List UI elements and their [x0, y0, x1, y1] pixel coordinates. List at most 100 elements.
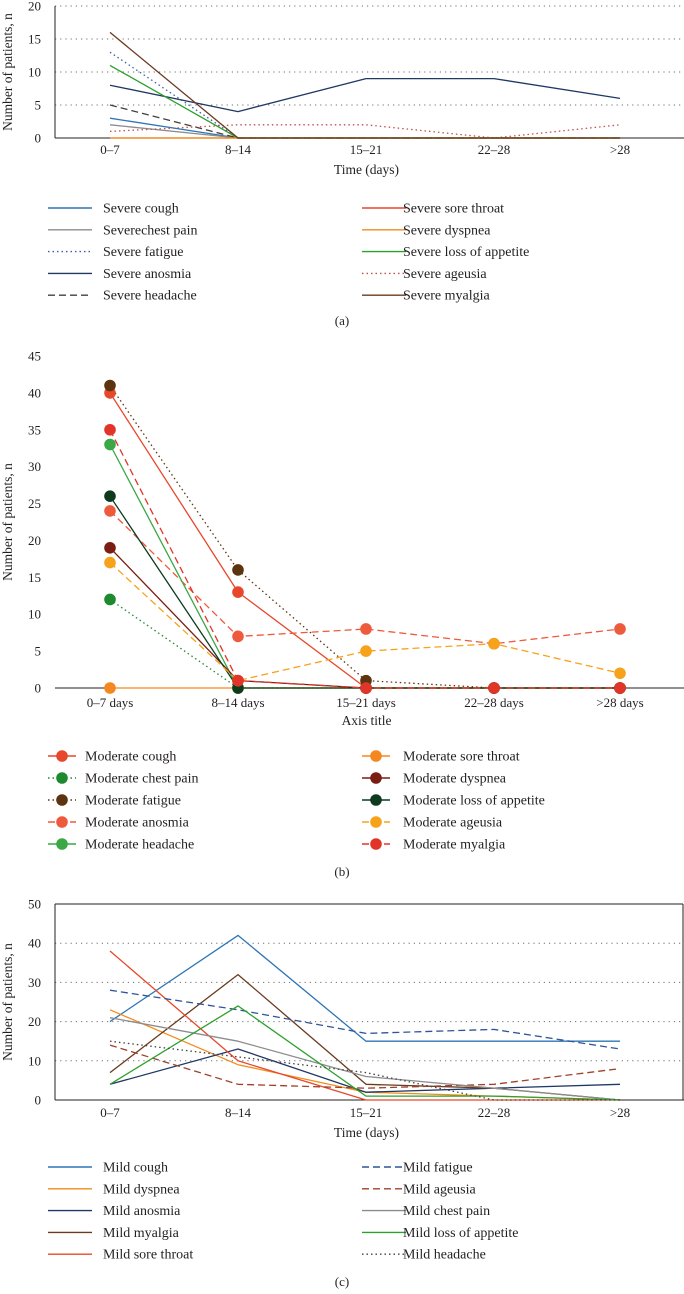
- data-point: [488, 682, 500, 694]
- x-tick-label: >28: [610, 142, 630, 157]
- y-tick-label: 20: [28, 0, 41, 14]
- series-line: [109, 510, 621, 645]
- data-point: [488, 637, 500, 650]
- y-tick-label: 20: [28, 1014, 41, 1029]
- legend-label: Mild fatigue: [403, 1161, 473, 1176]
- legend-label: Mild sore throat: [103, 1248, 193, 1263]
- data-point: [104, 438, 116, 451]
- series-line: [109, 495, 620, 689]
- series-line: [109, 1017, 621, 1101]
- series-line: [109, 31, 620, 139]
- data-point: [360, 623, 372, 635]
- series-line: [109, 598, 620, 689]
- legend-swatch-marker: [370, 772, 382, 784]
- y-tick-label: 45: [28, 349, 41, 364]
- x-tick-label: 22–28: [478, 1105, 511, 1120]
- y-tick-label: 0: [35, 131, 42, 146]
- x-tick-label: 22–28 days: [464, 695, 524, 710]
- y-tick-label: 0: [35, 681, 42, 696]
- legend-label: Severe myalgia: [403, 289, 490, 304]
- series-line: [109, 934, 620, 1042]
- data-point: [614, 623, 626, 635]
- legend-swatch-marker: [56, 772, 68, 784]
- data-point: [232, 674, 244, 687]
- series-line: [109, 385, 620, 689]
- legend-label: Mild headache: [403, 1248, 486, 1263]
- legend-swatch-marker: [56, 838, 68, 850]
- legend-label: Severechest pain: [103, 223, 197, 238]
- x-axis-title: Time (days): [334, 1125, 399, 1140]
- legend-swatch-marker: [370, 838, 382, 850]
- x-tick-label: 15–21 days: [336, 695, 396, 710]
- legend-label: Moderate sore throat: [403, 750, 520, 765]
- y-tick-label: 20: [28, 533, 41, 548]
- x-tick-label: 0–7: [100, 142, 120, 157]
- data-point: [104, 505, 116, 517]
- legend-label: Severe ageusia: [403, 267, 487, 282]
- y-tick-label: 0: [35, 1093, 42, 1108]
- y-tick-label: 10: [28, 607, 41, 622]
- legend-label: Moderate fatigue: [85, 794, 181, 809]
- y-axis-title: Number of patients, n: [0, 13, 15, 131]
- x-tick-label: 8–14: [225, 142, 252, 157]
- legend-label: Moderate dyspnea: [403, 772, 507, 787]
- legend-label: Mild loss of appetite: [403, 1226, 519, 1241]
- y-tick-label: 15: [28, 32, 41, 47]
- y-tick-label: 15: [28, 570, 41, 585]
- y-tick-label: 5: [35, 98, 42, 113]
- panel-label: (c): [335, 1274, 349, 1289]
- legend-swatch-marker: [370, 816, 382, 828]
- legend-label: Mild chest pain: [403, 1204, 490, 1219]
- data-point: [104, 379, 116, 392]
- series-line: [109, 989, 621, 1050]
- y-tick-label: 5: [35, 644, 42, 659]
- data-point: [614, 682, 626, 694]
- data-point: [104, 593, 116, 606]
- legend-label: Severe fatigue: [103, 245, 183, 260]
- x-axis-title: Time (days): [334, 162, 399, 177]
- series-line: [109, 547, 620, 689]
- legend-label: Mild cough: [103, 1161, 168, 1176]
- data-point: [104, 682, 116, 694]
- x-tick-label: >28: [610, 1105, 630, 1120]
- legend-label: Moderate ageusia: [403, 816, 503, 831]
- y-tick-label: 40: [28, 936, 41, 951]
- legend-label: Moderate headache: [85, 838, 194, 853]
- panel-label: (b): [334, 864, 349, 879]
- x-tick-label: 0–7: [100, 1105, 120, 1120]
- data-point: [232, 630, 244, 643]
- series-line: [109, 1044, 621, 1089]
- legend-label: Severe loss of appetite: [403, 245, 529, 260]
- y-tick-label: 10: [28, 1053, 41, 1068]
- y-tick-label: 30: [28, 975, 41, 990]
- x-tick-label: 8–14 days: [211, 695, 264, 710]
- series-line: [109, 1040, 620, 1101]
- chart-panel-c: 0 10 20 30 40 50 0–7 8–14 15–21 22–28 >28 Time (day…: [0, 897, 684, 1289]
- legend-swatch-marker: [56, 750, 68, 762]
- y-axis-title: Number of patients, n: [0, 943, 15, 1061]
- y-tick-label: 50: [28, 897, 41, 912]
- panel-label: (a): [335, 313, 349, 328]
- series-line: [109, 1005, 621, 1101]
- legend-swatch-marker: [56, 794, 68, 806]
- legend-label: Severe sore throat: [403, 202, 504, 217]
- data-point: [232, 586, 244, 598]
- data-point: [360, 682, 372, 694]
- x-tick-label: 15–21: [350, 1105, 383, 1120]
- data-point: [104, 556, 116, 569]
- data-point: [104, 542, 116, 554]
- series-line: [109, 124, 621, 139]
- series-line: [109, 950, 620, 1101]
- series-line: [109, 392, 620, 689]
- legend-label: Moderate anosmia: [85, 816, 190, 831]
- legend-label: Severe dyspnea: [403, 223, 491, 238]
- legend-label: Mild ageusia: [403, 1182, 476, 1197]
- x-tick-label: 0–7 days: [87, 695, 134, 710]
- series-line: [109, 1048, 621, 1093]
- x-tick-label: >28 days: [596, 695, 643, 710]
- legend-label: Moderate cough: [85, 750, 176, 765]
- x-tick-label: 22–28: [478, 142, 511, 157]
- chart-panel-b: 0 5 10 15 20 25 30 35 40 45 0–7 days 8–14 days 15–21…: [0, 349, 684, 879]
- chart-panel-a: 0 5 10 15 20 0–7 8–14 15–21 22–28 >28 Time (days) N…: [0, 0, 684, 328]
